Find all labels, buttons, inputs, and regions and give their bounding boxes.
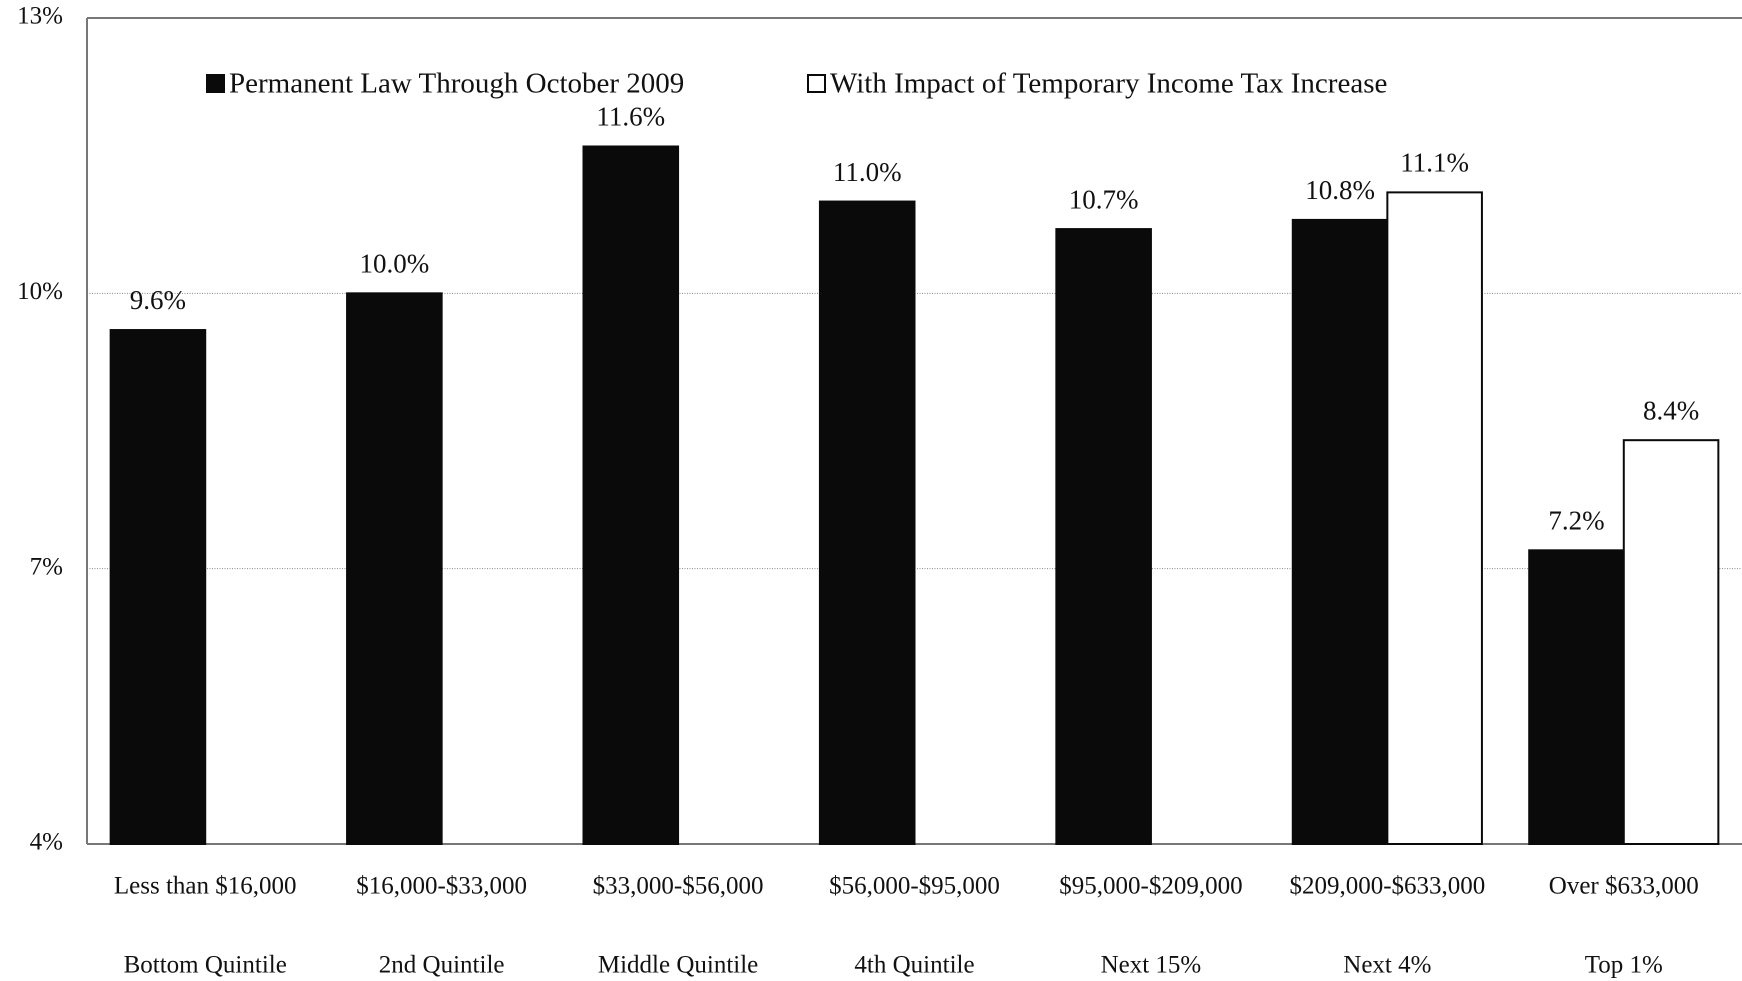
legend-label: With Impact of Temporary Income Tax Incr… xyxy=(830,68,1387,100)
legend-label: Permanent Law Through October 2009 xyxy=(229,68,684,100)
value-label: 7.2% xyxy=(1548,506,1604,536)
x-group-label: Next 15% xyxy=(1101,952,1202,979)
bar xyxy=(1291,218,1389,845)
x-tick-label: Over $633,000 xyxy=(1549,873,1699,900)
value-label: 10.0% xyxy=(359,249,429,279)
bar xyxy=(1528,549,1625,845)
bar xyxy=(1386,191,1483,845)
bar xyxy=(1622,439,1720,845)
bar xyxy=(1055,228,1152,846)
value-label: 9.6% xyxy=(130,285,186,315)
x-tick-label: $33,000-$56,000 xyxy=(593,873,764,900)
value-label: 10.7% xyxy=(1069,184,1139,214)
bar xyxy=(346,292,443,846)
legend-swatch xyxy=(807,74,826,93)
value-label: 11.0% xyxy=(833,157,902,187)
x-group-label: Bottom Quintile xyxy=(124,952,287,979)
bar xyxy=(818,200,916,846)
x-tick-label: $16,000-$33,000 xyxy=(356,873,527,900)
y-tick-label: 7% xyxy=(30,553,63,580)
x-group-label: 4th Quintile xyxy=(854,952,974,979)
value-label: 8.4% xyxy=(1643,395,1699,425)
bar xyxy=(582,145,680,845)
x-group-label: Next 4% xyxy=(1343,952,1431,979)
y-tick-label: 13% xyxy=(17,3,63,30)
value-label: 11.1% xyxy=(1400,148,1469,178)
legend-swatch xyxy=(206,74,225,93)
value-label: 11.6% xyxy=(596,102,665,132)
y-tick-label: 4% xyxy=(30,829,63,856)
x-tick-label: $209,000-$633,000 xyxy=(1289,873,1485,900)
x-group-label: Top 1% xyxy=(1585,952,1663,979)
value-label: 10.8% xyxy=(1305,175,1375,205)
x-group-label: 2nd Quintile xyxy=(379,952,505,979)
x-tick-label: Less than $16,000 xyxy=(114,873,297,900)
x-tick-label: $56,000-$95,000 xyxy=(829,873,1000,900)
y-tick-label: 10% xyxy=(17,278,63,305)
x-tick-label: $95,000-$209,000 xyxy=(1059,873,1242,900)
x-group-label: Middle Quintile xyxy=(598,952,758,979)
bar xyxy=(109,329,207,845)
